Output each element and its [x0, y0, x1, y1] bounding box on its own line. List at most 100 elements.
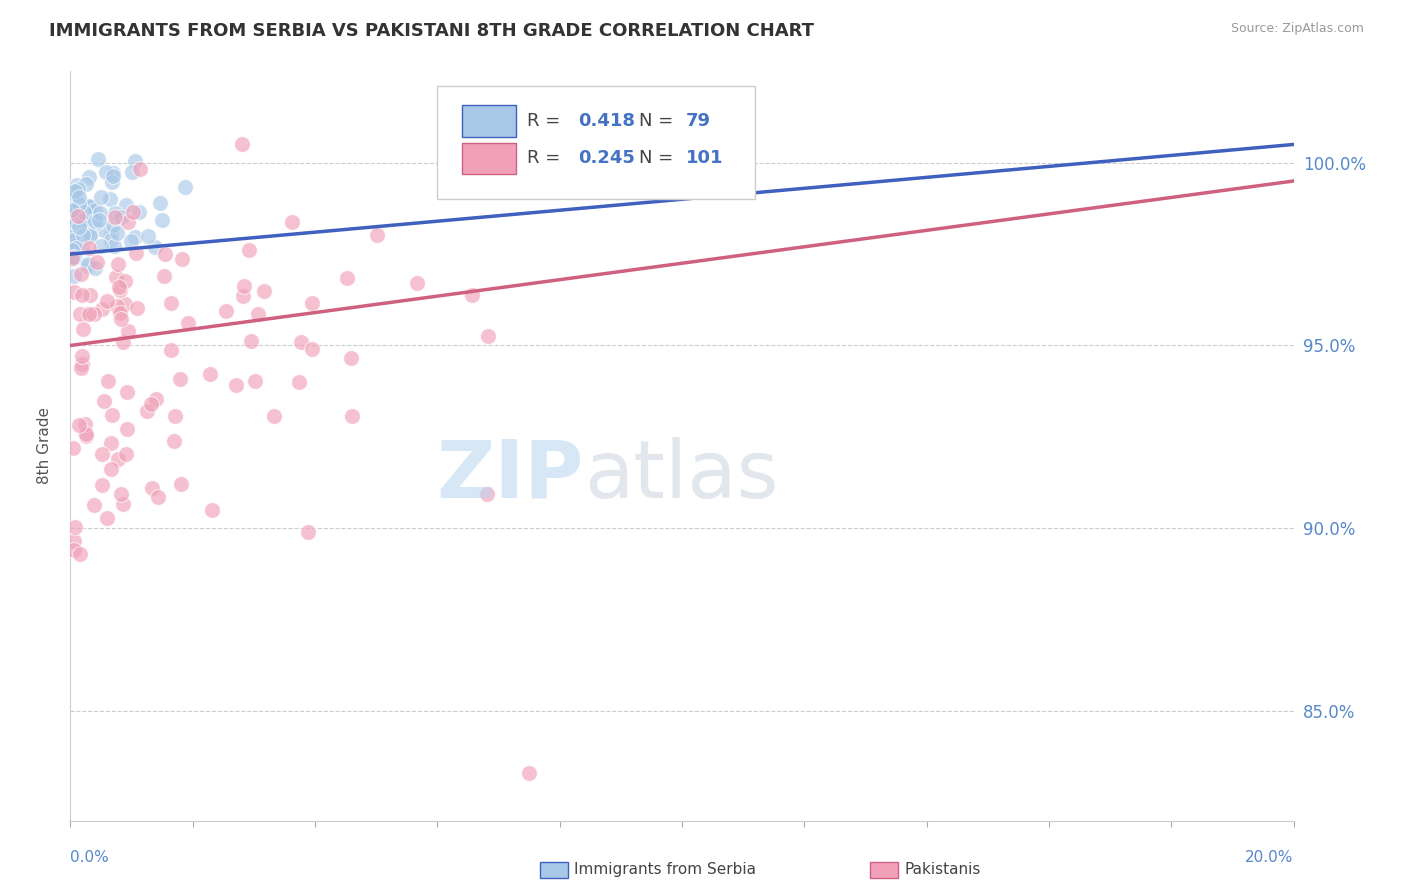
Point [89, 213, 111, 227]
Point [91, 302, 114, 317]
Point [90, 189, 112, 203]
Point [63, 184, 86, 198]
Point [89, 206, 111, 220]
Text: 8th Grade: 8th Grade [38, 408, 52, 484]
Point [105, 227, 128, 241]
Point [225, 378, 247, 392]
Point [62, 188, 84, 202]
Point [110, 210, 132, 224]
Point [103, 238, 125, 252]
Point [65, 239, 87, 253]
Point [79, 288, 101, 302]
Point [69, 307, 91, 321]
Point [84, 213, 107, 227]
Point [73, 205, 96, 219]
Point [100, 408, 122, 422]
Point [280, 215, 302, 229]
Point [83, 498, 105, 512]
Point [60, 218, 83, 232]
Point [75, 428, 97, 442]
Text: 101: 101 [686, 149, 723, 168]
Point [120, 234, 142, 248]
Point [115, 422, 138, 436]
Point [66, 178, 89, 192]
Point [65, 237, 87, 252]
Point [75, 177, 97, 191]
Point [72, 228, 94, 243]
Point [70, 267, 93, 281]
Point [477, 487, 499, 501]
Point [96, 294, 118, 309]
Point [62, 252, 84, 266]
Point [124, 153, 146, 168]
Point [263, 409, 285, 423]
Point [65, 189, 87, 203]
Point [238, 243, 260, 257]
Point [93, 223, 115, 237]
Point [66, 182, 89, 196]
Point [301, 342, 323, 356]
Point [90, 239, 112, 253]
Point [60, 186, 83, 200]
Point [198, 367, 221, 381]
Point [98, 192, 121, 206]
Point [177, 316, 200, 330]
Point [340, 409, 363, 423]
Point [153, 269, 176, 284]
Point [62, 186, 84, 200]
Point [70, 349, 93, 363]
Text: IMMIGRANTS FROM SERBIA VS PAKISTANI 8TH GRADE CORRELATION CHART: IMMIGRANTS FROM SERBIA VS PAKISTANI 8TH … [49, 22, 814, 40]
Point [70, 239, 93, 253]
Point [77, 257, 100, 271]
Point [159, 296, 181, 310]
Point [110, 487, 132, 501]
Point [108, 283, 131, 297]
Point [75, 417, 97, 431]
Text: 20.0%: 20.0% [1246, 850, 1294, 865]
Point [232, 279, 254, 293]
Point [84, 202, 107, 217]
Point [163, 434, 186, 448]
Point [172, 252, 194, 266]
Point [170, 477, 193, 491]
Point [77, 307, 100, 321]
Text: atlas: atlas [583, 437, 779, 515]
Point [60, 233, 83, 247]
Point [136, 403, 159, 417]
Point [76, 225, 98, 239]
Point [67, 417, 90, 432]
Point [129, 161, 152, 176]
FancyBboxPatch shape [461, 105, 516, 136]
Point [91, 478, 114, 492]
Point [111, 497, 134, 511]
Point [103, 218, 125, 232]
Text: R =: R = [527, 112, 565, 130]
Point [91, 447, 114, 461]
Point [79, 241, 101, 255]
Text: ZIP: ZIP [437, 437, 583, 515]
Point [253, 284, 276, 298]
Point [153, 247, 176, 261]
Point [77, 170, 100, 185]
Text: N =: N = [640, 112, 679, 130]
Point [66, 203, 89, 218]
Point [63, 250, 86, 264]
Point [173, 180, 195, 194]
Point [231, 137, 253, 152]
Point [477, 328, 499, 343]
Point [145, 392, 167, 406]
Point [63, 285, 86, 299]
Point [63, 543, 86, 558]
Point [63, 268, 86, 283]
Point [117, 214, 139, 228]
Point [160, 343, 183, 358]
Point [70, 213, 93, 227]
Point [67, 213, 90, 227]
Point [108, 306, 131, 320]
Point [67, 197, 90, 211]
Point [240, 334, 263, 349]
Text: 79: 79 [686, 112, 710, 130]
Point [62, 441, 84, 455]
Point [107, 256, 129, 270]
Point [84, 260, 107, 275]
